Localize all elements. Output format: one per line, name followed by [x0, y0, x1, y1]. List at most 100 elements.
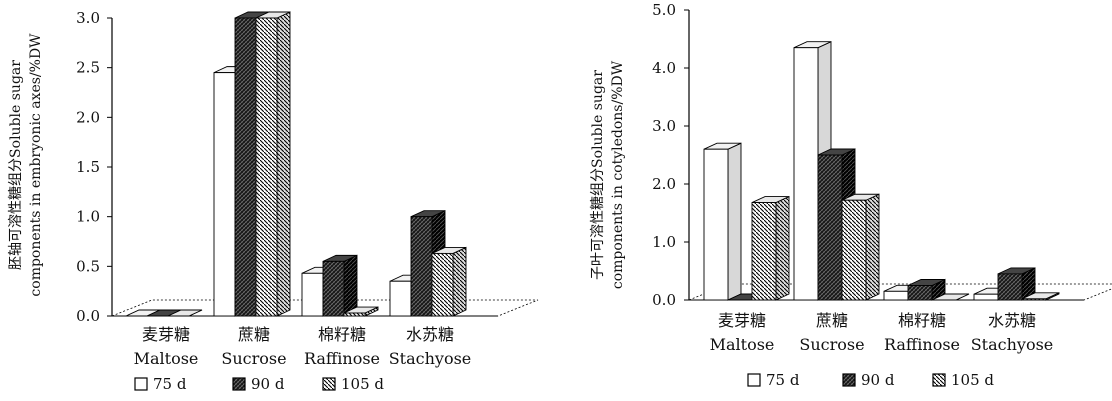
- category-label-en: Stachyose: [389, 349, 472, 368]
- legend-swatch: [932, 373, 946, 387]
- y-tick-label: 0.0: [76, 307, 100, 325]
- bar-side: [343, 254, 358, 317]
- bar-raffinose-105d: [931, 293, 970, 301]
- bar-top: [931, 293, 970, 301]
- bar-top: [167, 309, 203, 317]
- bar-front: [213, 72, 236, 317]
- bar-front: [841, 199, 867, 301]
- bar-maltose-105d: [751, 195, 790, 301]
- y-tick-label: 2.0: [76, 108, 100, 126]
- right-y-axis-title: 子叶可溶性糖组分Soluble sugar components in coty…: [590, 60, 626, 289]
- category-label-cn: 棉籽糖: [898, 311, 946, 330]
- right-chart: 子叶可溶性糖组分Soluble sugar components in coty…: [590, 1, 1112, 389]
- bar-front: [410, 216, 433, 317]
- y-tick-label: 2.0: [652, 175, 676, 193]
- bar-raffinose-90d: [322, 254, 358, 317]
- legend-label: 90 d: [861, 371, 895, 389]
- left-y-axis-title-line1: 胚轴可溶性糖组分Soluble sugar: [8, 60, 24, 270]
- category-label-en: Stachyose: [971, 335, 1054, 354]
- category-label-cn: 水苏糖: [988, 311, 1036, 330]
- legend-item: 75 d: [747, 371, 800, 389]
- right-category-labels: 麦芽糖 Maltose 蔗糖 Sucrose 棉籽糖 Raffinose 水苏糖 Stachy…: [710, 311, 1054, 354]
- legend-item: 105 d: [932, 371, 994, 389]
- y-tick-label: 1.5: [76, 158, 100, 176]
- y-tick-label: 0.0: [652, 291, 676, 309]
- bar-front: [255, 17, 278, 317]
- legend-item: 75 d: [134, 375, 187, 393]
- bar-front: [973, 293, 999, 301]
- bar-front: [997, 273, 1023, 301]
- bar-front: [234, 17, 257, 317]
- right-y-axis-title-line1: 子叶可溶性糖组分Soluble sugar: [590, 70, 606, 280]
- right-bars: [703, 40, 1060, 301]
- y-tick-label: 3.0: [76, 9, 100, 27]
- right-y-axis-title-line2: components in cotyledons/%DW: [610, 60, 626, 289]
- left-category-labels: 麦芽糖 Maltose 蔗糖 Sucrose 棉籽糖 Raffinose 水苏糖 Stachy…: [134, 325, 472, 368]
- category-label-en: Raffinose: [304, 349, 380, 368]
- bar-front: [793, 47, 819, 301]
- y-tick-label: 2.5: [76, 59, 100, 77]
- bar-front: [1021, 298, 1047, 301]
- right-legend: 75 d 90 d 105 d: [747, 371, 994, 389]
- legend-item: 105 d: [322, 375, 384, 393]
- bar-front: [322, 260, 345, 317]
- left-legend: 75 d 90 d 105 d: [134, 375, 384, 393]
- legend-item: 90 d: [842, 371, 895, 389]
- category-label-cn: 麦芽糖: [718, 311, 766, 330]
- bar-sucrose-105d: [841, 193, 880, 301]
- category-label-en: Sucrose: [799, 335, 864, 354]
- bar-side: [276, 11, 291, 317]
- bar-maltose-105d: [167, 309, 203, 317]
- legend-label: 105 d: [341, 375, 384, 393]
- bar-front: [817, 154, 843, 301]
- legend-swatch: [842, 373, 856, 387]
- legend-item: 90 d: [232, 375, 285, 393]
- legend-swatch: [747, 373, 761, 387]
- y-tick-label: 1.0: [652, 233, 676, 251]
- legend-label: 75 d: [766, 371, 800, 389]
- y-tick-label: 4.0: [652, 59, 676, 77]
- bar-maltose-75d: [703, 142, 742, 301]
- bar-front: [389, 280, 412, 317]
- bar-front: [883, 290, 909, 301]
- bar-stachyose-105d: [1021, 292, 1060, 301]
- legend-label: 105 d: [951, 371, 994, 389]
- left-bars: [125, 11, 467, 317]
- right-y-ticks: 0.0 1.0 2.0 3.0 4.0 5.0: [652, 1, 690, 309]
- left-y-axis-title-line2: components in embryonic axes/%DW: [28, 33, 44, 297]
- bar-side: [775, 195, 790, 301]
- category-label-en: Maltose: [710, 335, 775, 354]
- bar-front: [907, 285, 933, 301]
- legend-swatch: [134, 377, 148, 391]
- category-label-cn: 蔗糖: [238, 325, 270, 344]
- y-tick-label: 3.0: [652, 117, 676, 135]
- bar-stachyose-90d: [997, 267, 1036, 301]
- category-label-cn: 麦芽糖: [142, 325, 190, 344]
- bar-raffinose-90d: [907, 278, 946, 301]
- bar-front: [431, 252, 454, 317]
- legend-swatch: [232, 377, 246, 391]
- bar-front: [301, 272, 324, 317]
- bar-front: [703, 148, 729, 301]
- legend-swatch: [322, 377, 336, 391]
- category-label-en: Raffinose: [884, 335, 960, 354]
- y-tick-label: 1.0: [76, 208, 100, 226]
- legend-label: 90 d: [251, 375, 285, 393]
- bar-front: [751, 202, 777, 301]
- y-tick-label: 0.5: [76, 257, 100, 275]
- category-label-cn: 蔗糖: [816, 311, 848, 330]
- y-tick-label: 5.0: [652, 1, 676, 19]
- bar-sucrose-105d: [255, 11, 291, 317]
- category-label-en: Maltose: [134, 349, 199, 368]
- left-y-axis-title: 胚轴可溶性糖组分Soluble sugar components in embr…: [8, 33, 44, 297]
- category-label-en: Sucrose: [221, 349, 286, 368]
- bar-stachyose-105d: [431, 246, 467, 317]
- left-y-ticks: 0.0 0.5 1.0 1.5 2.0 2.5 3.0: [76, 9, 113, 325]
- left-chart: 胚轴可溶性糖组分Soluble sugar components in embr…: [8, 9, 539, 393]
- bar-side: [865, 193, 880, 301]
- category-label-cn: 水苏糖: [406, 325, 454, 344]
- bar-raffinose-105d: [343, 306, 379, 317]
- category-label-cn: 棉籽糖: [318, 325, 366, 344]
- legend-label: 75 d: [153, 375, 187, 393]
